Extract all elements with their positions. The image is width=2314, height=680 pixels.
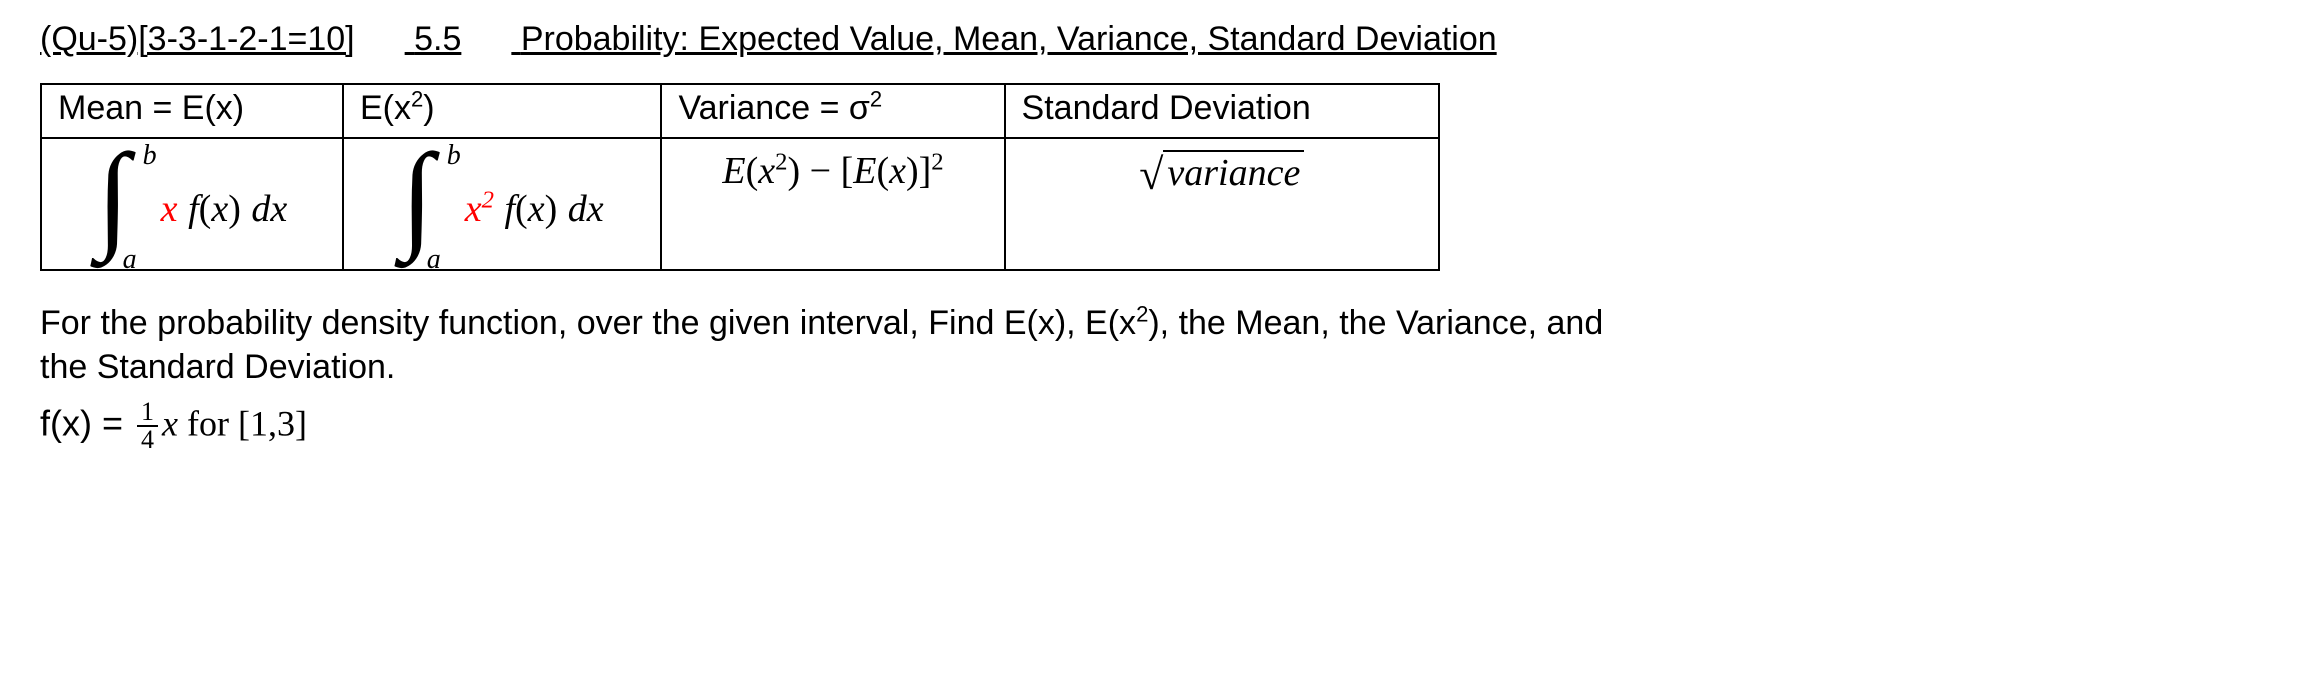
radicand: variance bbox=[1163, 150, 1304, 196]
prompt-line1a: For the probability density function, ov… bbox=[40, 304, 1136, 342]
stddev-expression: √variance bbox=[1139, 149, 1304, 200]
fx-for: for bbox=[178, 404, 238, 444]
col-header-ex2: E(x2) bbox=[343, 84, 662, 138]
variance-expression: E(x2) − [E(x)]2 bbox=[722, 150, 943, 192]
fx-lhs: f(x) = bbox=[40, 403, 133, 444]
page-header: (Qu-5)[3-3-1-2-1=10] 5.5 Probability: Ex… bbox=[40, 20, 2274, 59]
fraction-denominator: 4 bbox=[137, 427, 158, 453]
ex2-integral: ∫ b a x2 f(x) dx bbox=[401, 154, 604, 264]
f-of: f bbox=[188, 188, 199, 230]
prompt-line1-sup: 2 bbox=[1136, 302, 1148, 327]
mean-integrand: x f(x) dx bbox=[161, 188, 288, 230]
ex2-formula-cell: ∫ b a x2 f(x) dx bbox=[343, 138, 662, 270]
col-header-stddev: Standard Deviation bbox=[1005, 84, 1439, 138]
ex2-close: ) bbox=[423, 89, 434, 127]
mean-integral: ∫ b a x f(x) dx bbox=[97, 154, 288, 264]
ex2-label: E(x bbox=[360, 89, 411, 127]
upper-bound: b bbox=[143, 142, 157, 170]
weight-x: x bbox=[161, 188, 178, 230]
lower-bound: a bbox=[123, 246, 137, 274]
formula-table: Mean = E(x) E(x2) Variance = σ2 Standard… bbox=[40, 83, 1440, 271]
fx-interval: [1,3] bbox=[238, 404, 307, 444]
stddev-formula-cell: √variance bbox=[1005, 138, 1439, 270]
section-title: Probability: Expected Value, Mean, Varia… bbox=[521, 20, 1497, 58]
prompt-text: For the probability density function, ov… bbox=[40, 301, 1740, 389]
upper-bound: b bbox=[447, 142, 461, 170]
integral-symbol-icon: ∫ bbox=[401, 136, 434, 256]
ex2-integrand: x2 f(x) dx bbox=[465, 188, 604, 230]
integral-symbol-icon: ∫ bbox=[97, 136, 130, 256]
fx-xvar: x bbox=[162, 404, 178, 444]
weight-x2: x2 bbox=[465, 188, 494, 230]
col-header-variance: Variance = σ2 bbox=[661, 84, 1004, 138]
fx-definition: f(x) = 1 4 x for [1,3] bbox=[40, 399, 2274, 453]
table-header-row: Mean = E(x) E(x2) Variance = σ2 Standard… bbox=[41, 84, 1439, 138]
mean-formula-cell: ∫ b a x f(x) dx bbox=[41, 138, 343, 270]
section-number: 5.5 bbox=[414, 20, 461, 58]
col-header-mean: Mean = E(x) bbox=[41, 84, 343, 138]
prompt-line1b: ), the Mean, the Variance, and bbox=[1148, 304, 1603, 342]
lower-bound: a bbox=[427, 246, 441, 274]
fraction-numerator: 1 bbox=[137, 399, 158, 427]
fraction-one-fourth: 1 4 bbox=[137, 399, 158, 453]
radical-icon: √ bbox=[1139, 150, 1163, 199]
table-body-row: ∫ b a x f(x) dx ∫ b a x2 bbox=[41, 138, 1439, 270]
variance-formula-cell: E(x2) − [E(x)]2 bbox=[661, 138, 1004, 270]
variance-sup: 2 bbox=[870, 87, 882, 112]
ex2-sup: 2 bbox=[411, 87, 423, 112]
question-code: (Qu-5)[3-3-1-2-1=10] bbox=[40, 20, 355, 58]
prompt-line2: the Standard Deviation. bbox=[40, 348, 395, 386]
variance-label: Variance = σ bbox=[678, 89, 869, 127]
